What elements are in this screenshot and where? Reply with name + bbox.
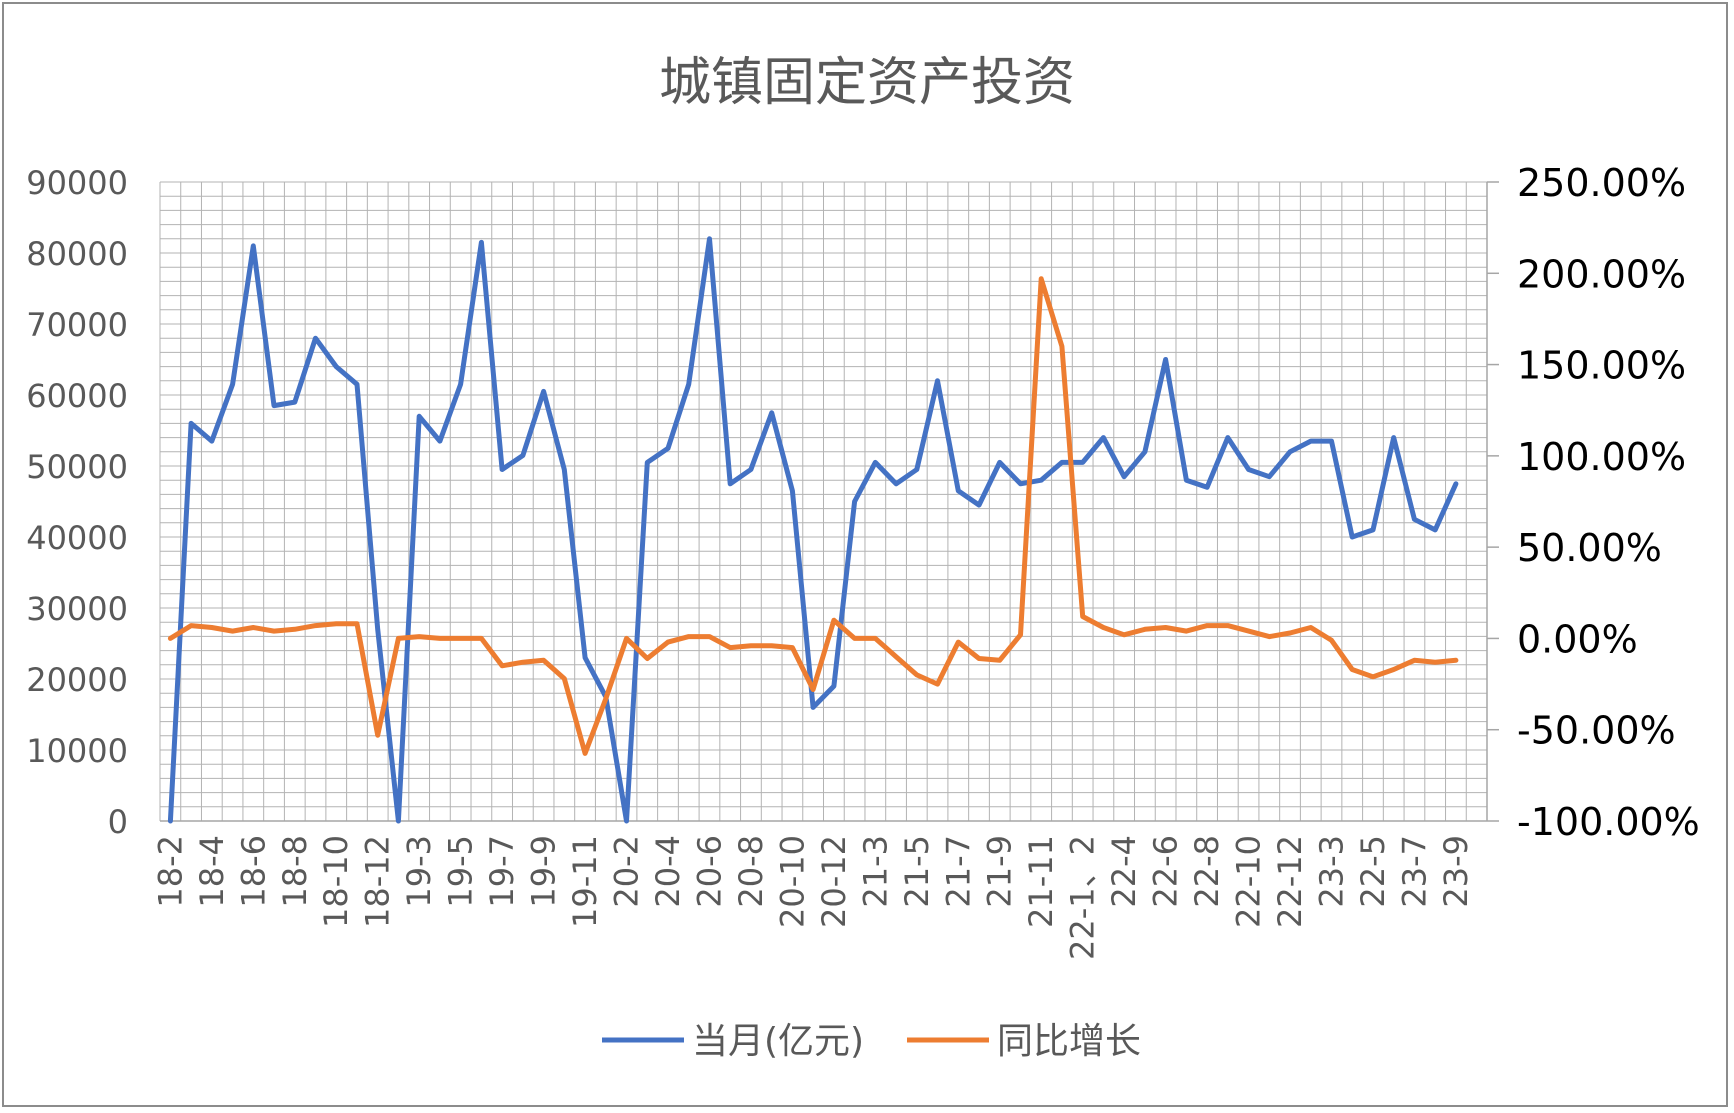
x-tick-label: 21-3	[856, 835, 894, 908]
gridlines	[159, 181, 1488, 822]
x-tick-label: 22-1、2	[1064, 835, 1102, 960]
right-axis: -100.00% -50.00% 0.00% 50.00% 100.00% 150.00%…	[1487, 161, 1700, 844]
right-tick-label: -100.00%	[1517, 800, 1700, 844]
left-tick-label: 70000	[26, 306, 128, 344]
x-tick-label: 23-9	[1437, 835, 1475, 908]
x-tick-label: 21-7	[939, 835, 977, 908]
x-tick-label: 20-2	[608, 835, 646, 908]
left-tick-label: 50000	[26, 448, 128, 486]
series-layer	[167, 236, 1459, 824]
x-tick-label: 22-6	[1147, 835, 1185, 908]
x-tick-label: 19-5	[442, 835, 480, 908]
x-tick-label: 20-12	[815, 835, 853, 928]
x-tick-label: 21-9	[981, 835, 1019, 908]
x-tick-label: 23-7	[1395, 835, 1433, 908]
chart-title: 城镇固定资产投资	[659, 53, 1075, 113]
x-tick-label: 18-12	[359, 835, 397, 928]
x-tick-label: 22-12	[1271, 835, 1309, 928]
left-axis: 0 10000 20000 30000 40000 50000 60000 70000 8000…	[26, 164, 128, 841]
right-tick-label: 250.00%	[1517, 161, 1686, 205]
right-tick-label: 200.00%	[1517, 252, 1686, 296]
left-tick-label: 80000	[26, 235, 128, 273]
x-tick-label: 18-2	[151, 835, 189, 908]
x-tick-label: 22-10	[1230, 835, 1268, 928]
right-tick-label: 100.00%	[1517, 435, 1686, 479]
x-tick-label: 22-5	[1354, 835, 1392, 908]
right-tick-label: 50.00%	[1517, 526, 1662, 570]
x-tick-label: 19-11	[566, 835, 604, 928]
x-tick-label: 23-3	[1312, 835, 1350, 908]
x-tick-label: 21-5	[898, 835, 936, 908]
x-tick-label: 20-10	[773, 835, 811, 928]
x-tick-label: 22-8	[1188, 835, 1226, 908]
x-tick-label: 18-8	[276, 835, 314, 908]
series-line-monthly	[167, 236, 1459, 824]
left-tick-label: 20000	[26, 661, 128, 699]
x-tick-label: 20-4	[649, 835, 687, 908]
x-tick-label: 18-10	[317, 835, 355, 928]
legend-label-monthly: 当月(亿元)	[692, 1021, 864, 1062]
left-tick-label: 40000	[26, 519, 128, 557]
right-tick-label: 0.00%	[1517, 617, 1638, 661]
left-tick-label: 0	[108, 803, 128, 841]
legend: 当月(亿元) 同比增长	[602, 1021, 1141, 1062]
x-tick-label: 21-11	[1022, 835, 1060, 928]
x-tick-label: 18-4	[193, 835, 231, 908]
x-tick-label: 22-4	[1105, 835, 1143, 908]
legend-label-yoy: 同比增长	[997, 1021, 1141, 1062]
right-tick-label: 150.00%	[1517, 344, 1686, 388]
left-tick-label: 90000	[26, 164, 128, 202]
series-line-yoy	[167, 276, 1459, 756]
right-tick-label: -50.00%	[1517, 709, 1676, 753]
x-tick-label: 20-6	[690, 835, 728, 908]
left-tick-label: 30000	[26, 590, 128, 628]
x-tick-label: 20-8	[732, 835, 770, 908]
left-tick-label: 10000	[26, 732, 128, 770]
x-axis: 18-2 18-4 18-6 18-8 18-10 18-12 19-3 19-5 19-7 19…	[151, 835, 1475, 960]
x-tick-label: 19-7	[483, 835, 521, 908]
x-tick-label: 18-6	[234, 835, 272, 908]
x-tick-label: 19-3	[400, 835, 438, 908]
left-tick-label: 60000	[26, 377, 128, 415]
x-tick-label: 19-9	[525, 835, 563, 908]
